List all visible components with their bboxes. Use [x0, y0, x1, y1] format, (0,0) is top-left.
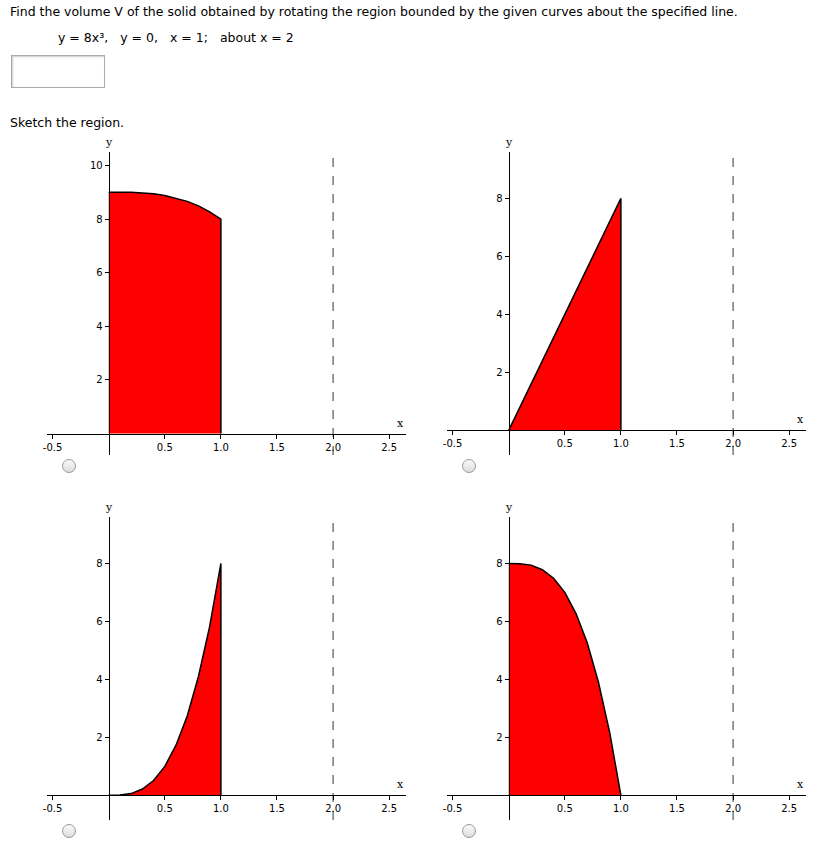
svg-text:x: x [797, 778, 804, 791]
svg-text:4: 4 [96, 321, 102, 332]
svg-text:6: 6 [496, 616, 502, 627]
svg-text:-0.5: -0.5 [443, 803, 463, 814]
svg-text:2.0: 2.0 [725, 803, 741, 814]
svg-text:4: 4 [496, 309, 502, 320]
svg-text:2.0: 2.0 [325, 803, 341, 814]
svg-text:1.5: 1.5 [669, 803, 685, 814]
svg-text:y: y [505, 501, 513, 514]
svg-text:1.0: 1.0 [213, 803, 229, 814]
svg-text:1.5: 1.5 [269, 442, 285, 453]
svg-text:y: y [505, 136, 513, 149]
svg-text:y: y [105, 136, 113, 149]
svg-text:0.5: 0.5 [157, 803, 173, 814]
svg-text:0.5: 0.5 [557, 803, 573, 814]
svg-text:6: 6 [96, 616, 102, 627]
svg-text:2: 2 [96, 732, 102, 743]
svg-text:6: 6 [496, 251, 502, 262]
svg-text:2.5: 2.5 [381, 803, 397, 814]
svg-text:x: x [797, 413, 804, 426]
svg-text:1.5: 1.5 [669, 438, 685, 449]
html-text:x = 1;: x = 1; [169, 30, 208, 45]
svg-text:6: 6 [96, 267, 102, 278]
html-text:y = 8x³,: y = 8x³, [58, 30, 109, 45]
svg-text:2.5: 2.5 [781, 438, 797, 449]
svg-text:2.0: 2.0 [725, 438, 741, 449]
svg-text:0.5: 0.5 [157, 442, 173, 453]
svg-text:4: 4 [96, 674, 102, 685]
svg-text:1.0: 1.0 [613, 803, 629, 814]
svg-text:-0.5: -0.5 [443, 438, 463, 449]
svg-text:8: 8 [496, 193, 502, 204]
svg-text:2: 2 [496, 367, 502, 378]
svg-text:2.0: 2.0 [325, 442, 341, 453]
svg-text:2: 2 [96, 374, 102, 385]
svg-text:2.5: 2.5 [381, 442, 397, 453]
svg-text:8: 8 [496, 558, 502, 569]
svg-text:x: x [397, 417, 404, 430]
svg-text:1.0: 1.0 [213, 442, 229, 453]
svg-text:8: 8 [96, 558, 102, 569]
svg-text:2.5: 2.5 [781, 803, 797, 814]
svg-text:x: x [397, 778, 404, 791]
html-text:about x = 2: about x = 2 [219, 30, 294, 45]
svg-text:8: 8 [96, 214, 102, 225]
svg-text:1.5: 1.5 [269, 803, 285, 814]
svg-text:-0.5: -0.5 [43, 803, 63, 814]
svg-text:4: 4 [496, 674, 502, 685]
html-text:Find the volume V of the solid: Find the volume V of the solid obtained … [10, 4, 738, 19]
svg-text:0.5: 0.5 [557, 438, 573, 449]
svg-text:y: y [105, 501, 113, 514]
html-text:y = 0,: y = 0, [120, 30, 158, 45]
svg-text:1.0: 1.0 [613, 438, 629, 449]
svg-text:2: 2 [496, 732, 502, 743]
html-text:Sketch the region.: Sketch the region. [10, 115, 125, 130]
svg-text:-0.5: -0.5 [43, 442, 63, 453]
svg-text:10: 10 [90, 160, 103, 171]
